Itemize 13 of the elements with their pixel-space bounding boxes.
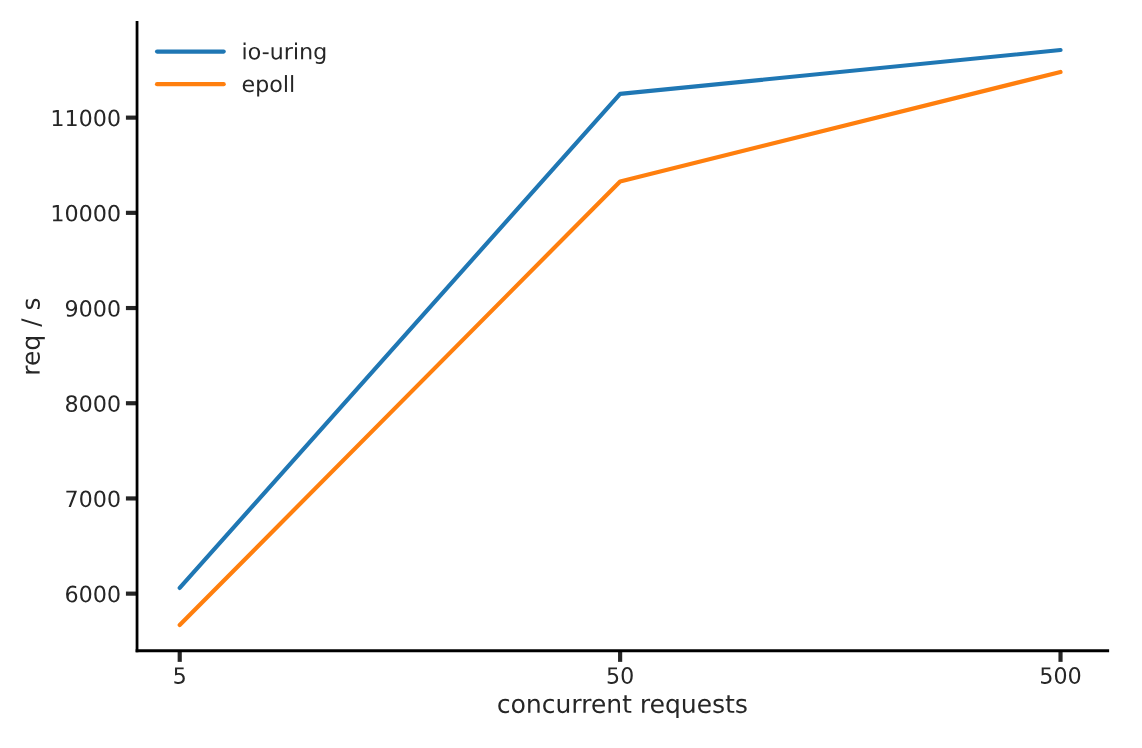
y-tick-label: 7000 [66,490,120,508]
y-axis-title: req / s [21,298,45,374]
x-tick-label: 500 [1041,667,1081,684]
y-tick-label: 6000 [66,585,120,603]
x-tick-label: 50 [607,667,633,684]
x-tick-label: 5 [174,667,185,684]
y-tick-label: 11000 [52,109,120,127]
legend-label: epoll [242,75,294,97]
y-tick-label: 10000 [52,204,120,222]
x-axis-title: concurrent requests [498,695,747,718]
y-tick-label: 8000 [66,395,120,412]
legend-label: io-uring [243,42,326,64]
y-tick-label: 9000 [65,299,120,317]
